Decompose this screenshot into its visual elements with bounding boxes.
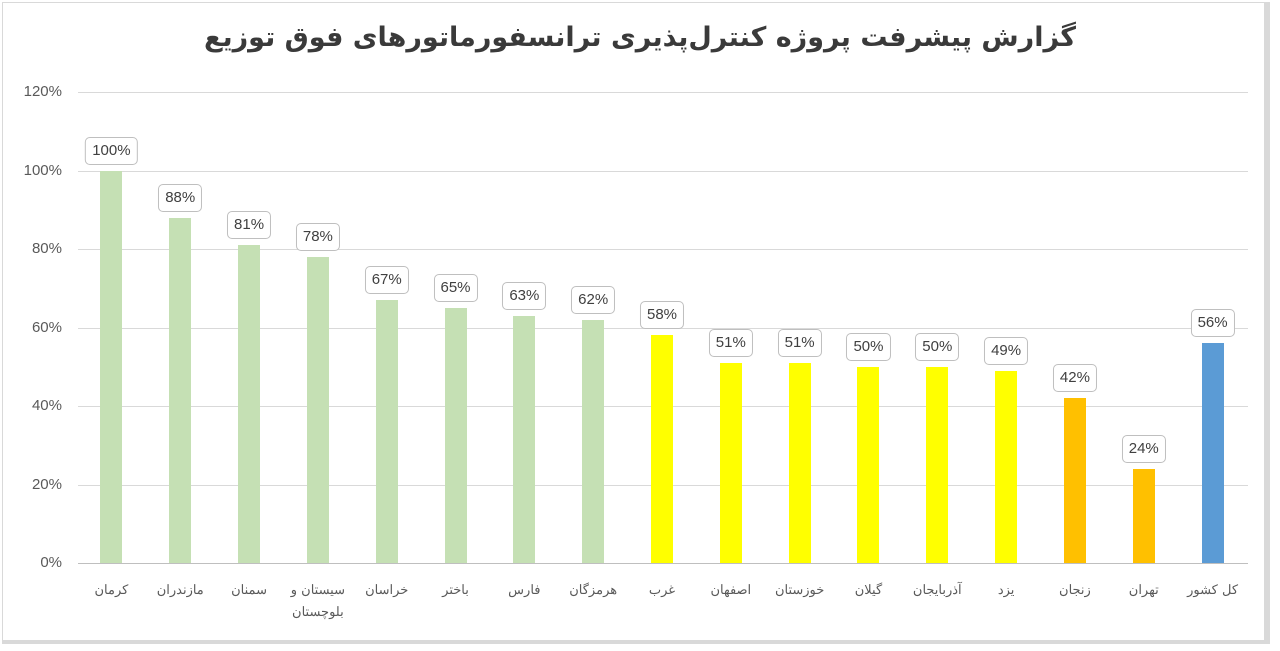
- x-category-label: سیستان و بلوچستان: [290, 583, 345, 620]
- bar: [169, 217, 192, 563]
- data-label: 67%: [364, 266, 409, 295]
- bar: [444, 307, 467, 563]
- bar: [857, 366, 880, 563]
- gridline: [78, 563, 1248, 564]
- data-label: 58%: [639, 301, 685, 330]
- gridline: [78, 170, 1248, 172]
- x-category-label: آذربایجان: [912, 583, 962, 598]
- data-label: 42%: [1052, 364, 1097, 393]
- data-label: 50%: [846, 332, 891, 361]
- data-label: 56%: [1190, 309, 1235, 338]
- y-tick-label: 100%: [23, 161, 62, 179]
- chart-frame: [2, 2, 1270, 644]
- data-label: 51%: [777, 328, 822, 357]
- x-category-label: باختر: [442, 583, 469, 598]
- bar: [513, 315, 536, 563]
- x-category-label: خراسان: [365, 583, 409, 598]
- gridline: [78, 249, 1248, 250]
- y-tick-label: 120%: [23, 83, 62, 100]
- bar: [1201, 343, 1224, 563]
- x-category-label: غرب: [648, 583, 676, 598]
- x-category-label: یزد: [997, 583, 1015, 598]
- x-category-label: زنجان: [1059, 583, 1091, 598]
- data-label: 100%: [85, 136, 138, 165]
- x-category-label: سمنان: [231, 583, 267, 598]
- chart-title: گزارش پیشرفت پروژه کنترل‌پذیری ترانسفورم…: [204, 22, 1076, 53]
- y-tick-label: 0%: [40, 554, 62, 571]
- bar: [306, 256, 329, 563]
- y-tick-label: 20%: [31, 475, 62, 493]
- x-category-label: گیلان: [854, 583, 883, 598]
- x-category-label: خوزستان: [774, 583, 825, 598]
- data-label: 81%: [227, 211, 272, 240]
- bar: [375, 300, 398, 563]
- data-label: 88%: [158, 183, 203, 212]
- data-label: 49%: [984, 336, 1029, 365]
- bar: [995, 370, 1018, 563]
- bar: [1063, 398, 1086, 563]
- data-label: 24%: [1121, 434, 1166, 463]
- x-category-label: کل کشور: [1187, 583, 1239, 598]
- data-label: 78%: [295, 222, 340, 251]
- x-category-label: تهران: [1128, 583, 1159, 598]
- x-category-label: فارس: [508, 583, 541, 598]
- data-label: 51%: [708, 328, 753, 357]
- data-label: 62%: [571, 285, 616, 314]
- x-category-label: اصفهان: [710, 583, 752, 598]
- y-tick-label: 40%: [31, 397, 62, 414]
- data-label: 63%: [502, 281, 547, 310]
- data-label: 65%: [433, 273, 478, 302]
- bar: [719, 362, 742, 563]
- y-tick-label: 60%: [31, 318, 62, 336]
- gridline: [78, 92, 1248, 93]
- x-category-label: کرمان: [94, 583, 129, 598]
- bar: [238, 245, 261, 563]
- bar: [100, 170, 123, 563]
- y-tick-label: 80%: [31, 240, 62, 257]
- data-label: 50%: [915, 332, 960, 361]
- bar: [651, 335, 673, 563]
- x-category-label: مازندران: [156, 583, 204, 598]
- bar: [788, 362, 811, 563]
- bar: [1132, 468, 1155, 563]
- x-category-label: هرمزگان: [569, 583, 618, 598]
- bar: [926, 366, 949, 563]
- bar: [582, 319, 605, 563]
